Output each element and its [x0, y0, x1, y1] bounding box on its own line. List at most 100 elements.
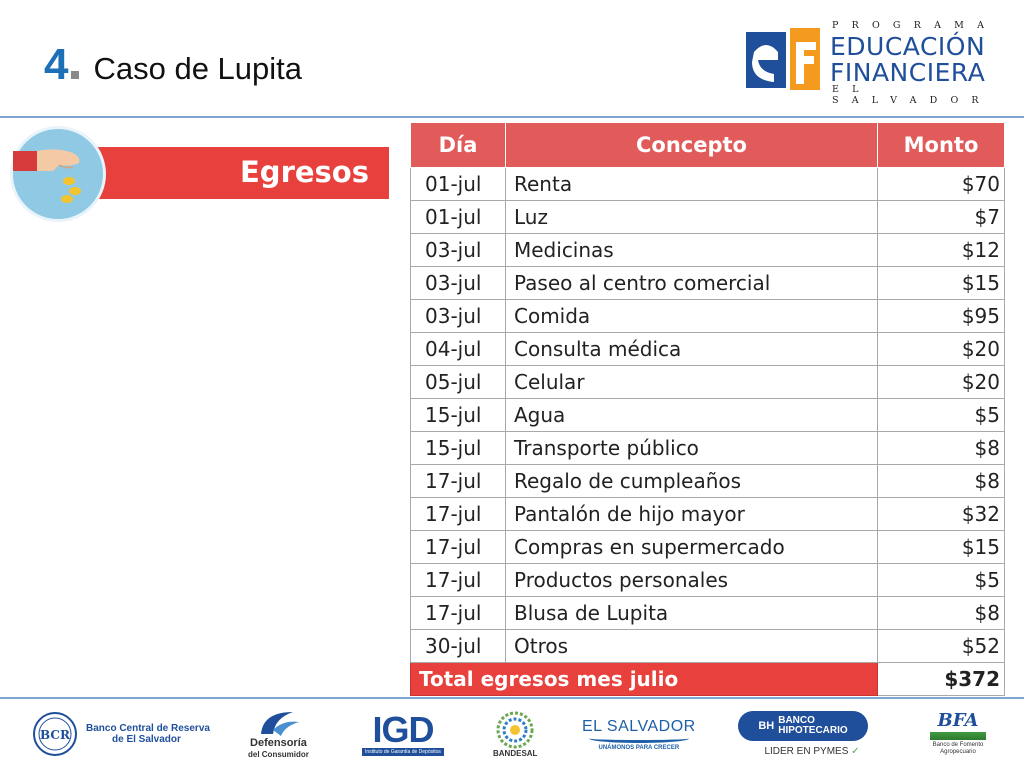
cell-amount: $32 — [877, 497, 1005, 531]
table-row: 03-jul Comida $95 — [410, 299, 1005, 333]
bfa-field-icon — [930, 732, 986, 740]
bfa-logo: BFA Banco de Fomento Agropecuario — [930, 700, 986, 768]
cell-day: 15-jul — [410, 398, 506, 432]
cell-amount: $70 — [877, 167, 1005, 201]
column-header-concepto: Concepto — [505, 122, 878, 168]
cell-amount: $8 — [877, 596, 1005, 630]
cell-concept: Pantalón de hijo mayor — [505, 497, 878, 531]
bcr-logo: BCR Banco Central de Reserva de El Salva… — [32, 700, 210, 768]
cell-day: 03-jul — [410, 266, 506, 300]
bcr-mark: BCR — [40, 728, 71, 742]
cell-day: 17-jul — [410, 596, 506, 630]
bandesal-label: BANDESAL — [493, 748, 538, 758]
page-title: Caso de Lupita — [93, 51, 303, 86]
cell-day: 15-jul — [410, 431, 506, 465]
footer-divider — [0, 697, 1024, 699]
bfa-line1: Banco de Fomento — [932, 742, 984, 748]
table-row: 03-jul Medicinas $12 — [410, 233, 1005, 267]
cell-day: 17-jul — [410, 530, 506, 564]
table-row: 03-jul Paseo al centro comercial $15 — [410, 266, 1005, 300]
table-row: 17-jul Blusa de Lupita $8 — [410, 596, 1005, 630]
hand-coins-icon — [13, 149, 81, 203]
cell-concept: Consulta médica — [505, 332, 878, 366]
total-row: Total egresos mes julio $372 — [410, 662, 1005, 696]
sponsor-logos-footer: BCR Banco Central de Reserva de El Salva… — [0, 700, 1024, 768]
logo-line2: FINANCIERA — [830, 58, 986, 87]
logo-bottom-line: EL SALVADOR — [832, 84, 992, 106]
cell-concept: Comida — [505, 299, 878, 333]
bandesal-logo: BANDESAL — [493, 700, 537, 768]
cell-concept: Medicinas — [505, 233, 878, 267]
table-row: 30-jul Otros $52 — [410, 629, 1005, 663]
cell-amount: $15 — [877, 266, 1005, 300]
column-header-dia: Día — [410, 122, 506, 168]
egresos-banner: Egresos — [94, 147, 389, 199]
cell-concept: Paseo al centro comercial — [505, 266, 878, 300]
cell-concept: Otros — [505, 629, 878, 663]
table-row: 17-jul Pantalón de hijo mayor $32 — [410, 497, 1005, 531]
cell-amount: $8 — [877, 464, 1005, 498]
banner-label: Egresos — [240, 155, 369, 189]
cell-day: 04-jul — [410, 332, 506, 366]
bcr-line1: Banco Central de Reserva — [86, 723, 210, 734]
el-salvador-line2: UNÁMONOS PARA CRECER — [598, 744, 680, 751]
table-row: 01-jul Luz $7 — [410, 200, 1005, 234]
cell-day: 30-jul — [410, 629, 506, 663]
checkmark-icon: ✓ — [851, 746, 860, 757]
bcr-line2: de El Salvador — [112, 734, 181, 745]
cell-amount: $52 — [877, 629, 1005, 663]
cell-amount: $15 — [877, 530, 1005, 564]
table-row: 15-jul Transporte público $8 — [410, 431, 1005, 465]
cell-day: 17-jul — [410, 464, 506, 498]
column-header-monto: Monto — [877, 122, 1005, 168]
cell-concept: Compras en supermercado — [505, 530, 878, 564]
cell-day: 05-jul — [410, 365, 506, 399]
igd-logo: IGD Instituto de Garantía de Depósitos — [362, 700, 444, 768]
defensoria-swoosh-icon — [261, 712, 300, 736]
igd-mark: IGD — [372, 709, 434, 750]
cell-concept: Renta — [505, 167, 878, 201]
cell-day: 17-jul — [410, 497, 506, 531]
cell-day: 01-jul — [410, 167, 506, 201]
hipotecario-tagline: LIDER EN PYMES — [764, 746, 849, 757]
expenses-table: Día Concepto Monto 01-jul Renta $70 01-jul… — [410, 122, 1005, 696]
cell-amount: $5 — [877, 563, 1005, 597]
slide-number: 4 — [44, 40, 69, 89]
cell-amount: $5 — [877, 398, 1005, 432]
cell-amount: $12 — [877, 233, 1005, 267]
cell-day: 03-jul — [410, 233, 506, 267]
logo-line1: EDUCACIÓN — [830, 32, 986, 61]
el-salvador-logo: EL SALVADOR UNÁMONOS PARA CRECER — [582, 700, 696, 768]
defensoria-line2: del Consumidor — [248, 750, 309, 759]
total-label: Total egresos mes julio — [410, 662, 878, 696]
cell-amount: $95 — [877, 299, 1005, 333]
table-row: 01-jul Renta $70 — [410, 167, 1005, 201]
hipotecario-line2: HIPOTECARIO — [778, 725, 848, 736]
hipotecario-line1: BANCO — [778, 715, 815, 726]
bcr-seal-icon: BCR — [33, 712, 77, 756]
bfa-mark: BFA — [937, 710, 979, 731]
bfa-line2: Agropecuario — [940, 749, 976, 755]
table-row: 05-jul Celular $20 — [410, 365, 1005, 399]
el-salvador-line1: EL SALVADOR — [582, 717, 696, 735]
cell-amount: $20 — [877, 365, 1005, 399]
cell-concept: Transporte público — [505, 431, 878, 465]
cell-concept: Blusa de Lupita — [505, 596, 878, 630]
table-row: 17-jul Productos personales $5 — [410, 563, 1005, 597]
hand-coins-illustration — [10, 126, 106, 222]
cell-day: 17-jul — [410, 563, 506, 597]
cell-concept: Productos personales — [505, 563, 878, 597]
table-row: 15-jul Agua $5 — [410, 398, 1005, 432]
cell-concept: Luz — [505, 200, 878, 234]
table-row: 17-jul Regalo de cumpleaños $8 — [410, 464, 1005, 498]
hipotecario-mark: BH — [758, 720, 775, 732]
cell-concept: Regalo de cumpleaños — [505, 464, 878, 498]
defensoria-line1: Defensoría — [250, 737, 307, 749]
logo-top-line: PROGRAMA — [832, 20, 998, 31]
slide-title: 4 Caso de Lupita — [44, 40, 302, 100]
table-header-row: Día Concepto Monto — [410, 122, 1005, 168]
defensoria-logo: Defensoría del Consumidor — [248, 700, 309, 768]
header-divider — [0, 116, 1024, 118]
el-salvador-swoosh-icon — [588, 734, 689, 743]
cell-amount: $20 — [877, 332, 1005, 366]
